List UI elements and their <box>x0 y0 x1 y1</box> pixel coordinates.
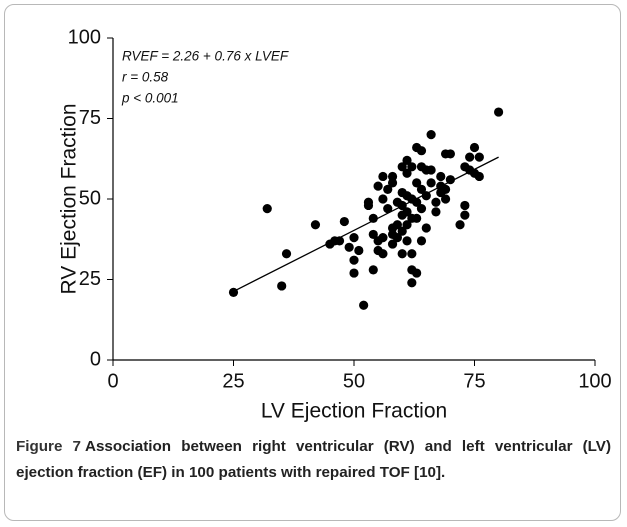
point <box>397 162 407 172</box>
point <box>469 142 480 153</box>
point <box>421 223 431 233</box>
point <box>416 146 427 156</box>
point <box>445 149 455 159</box>
point <box>387 171 398 182</box>
point <box>474 171 484 182</box>
point <box>402 236 412 246</box>
point <box>397 249 407 259</box>
annotation: p < 0.001 <box>121 91 179 106</box>
point <box>368 265 378 275</box>
y-tick-label: 100 <box>68 26 101 48</box>
point <box>494 107 504 117</box>
point <box>368 213 378 223</box>
point <box>281 249 292 259</box>
point <box>378 171 388 182</box>
point <box>354 245 364 256</box>
y-tick-label: 75 <box>79 107 101 129</box>
point <box>416 204 427 214</box>
point <box>455 220 465 230</box>
point <box>378 249 388 259</box>
y-axis-title: RV Ejection Fraction <box>58 103 81 294</box>
annotation: r = 0.58 <box>122 70 169 85</box>
point <box>387 178 398 188</box>
point <box>378 194 388 204</box>
x-tick-label: 0 <box>107 370 118 392</box>
point <box>262 204 272 214</box>
point <box>460 200 470 211</box>
point <box>416 236 427 246</box>
point <box>387 239 398 249</box>
annotation: RVEF = 2.26 + 0.76 x LVEF <box>122 49 289 64</box>
point <box>378 233 388 243</box>
x-tick-label: 25 <box>222 370 244 392</box>
y-tick-label: 25 <box>79 268 101 290</box>
point <box>344 242 354 252</box>
point <box>426 130 436 140</box>
caption-label: Figure 7 <box>16 438 81 455</box>
x-tick-label: 50 <box>343 370 365 392</box>
point <box>460 210 470 220</box>
point <box>334 236 345 246</box>
point <box>310 220 321 230</box>
point <box>349 255 359 265</box>
point <box>407 249 417 259</box>
caption: Figure 7 Association between right ventri… <box>16 434 611 486</box>
point <box>368 229 378 240</box>
point <box>373 181 383 191</box>
point <box>407 278 417 288</box>
point <box>474 152 484 162</box>
point <box>440 194 451 204</box>
point <box>397 226 407 236</box>
point <box>421 191 431 201</box>
point <box>402 220 412 230</box>
point <box>383 184 393 194</box>
point <box>412 268 422 278</box>
point <box>407 162 417 172</box>
point <box>392 233 402 243</box>
point <box>445 175 455 185</box>
y-tick-label: 0 <box>90 348 101 370</box>
point <box>349 233 359 243</box>
point <box>228 287 239 297</box>
point <box>363 197 374 207</box>
point <box>392 220 402 230</box>
point <box>431 197 441 207</box>
point <box>431 207 441 217</box>
point <box>426 165 436 175</box>
point <box>402 168 412 178</box>
point <box>359 300 369 310</box>
point <box>349 268 359 278</box>
point <box>436 171 446 182</box>
figure-frame <box>4 4 621 521</box>
point <box>402 155 412 165</box>
point <box>397 200 407 211</box>
point <box>383 204 393 214</box>
point <box>440 184 451 194</box>
point <box>277 281 287 291</box>
point <box>412 213 422 223</box>
y-tick-label: 50 <box>79 187 101 209</box>
x-axis-title: LV Ejection Fraction <box>261 400 447 423</box>
point <box>416 184 427 194</box>
caption-text: Association between right ventricular (R… <box>16 438 611 481</box>
point <box>412 197 422 207</box>
point <box>412 178 422 188</box>
point <box>426 178 436 188</box>
point <box>402 207 412 217</box>
x-tick-label: 75 <box>463 370 485 392</box>
x-tick-label: 100 <box>578 370 611 392</box>
point <box>339 216 349 227</box>
point <box>465 152 475 162</box>
